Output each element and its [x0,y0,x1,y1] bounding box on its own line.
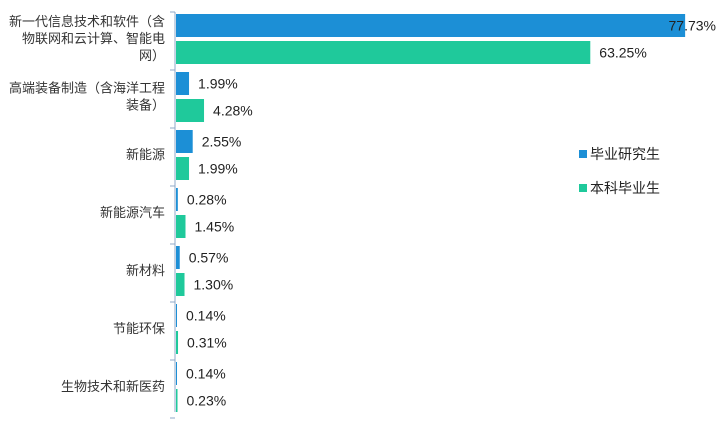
legend-swatch [579,184,587,192]
bar-graduate [176,188,178,211]
category-label: 生物技术和新医药 [61,379,165,395]
bar-undergraduate [176,331,179,354]
category-axis [170,11,176,419]
category-label: 新能源汽车 [100,205,165,221]
data-label: 1.99% [198,161,238,177]
bar-undergraduate [176,41,591,64]
data-label: 1.30% [194,277,234,293]
data-label: 0.14% [186,366,226,382]
bars [176,14,686,412]
bar-undergraduate [176,99,205,122]
bar-graduate [176,362,177,385]
bar-graduate [176,14,686,37]
category-label: 新一代信息技术和软件（含物联网和云计算、智能电网） [9,14,165,64]
legend-label: 毕业研究生 [590,147,660,163]
bar-undergraduate [176,273,185,296]
data-label: 0.14% [186,308,226,324]
legend-swatch [579,150,587,158]
category-label: 新能源 [126,147,165,163]
category-label: 新材料 [126,263,165,279]
data-label: 1.45% [194,219,234,235]
data-label: 63.25% [599,45,646,61]
category-label: 节能环保 [113,322,165,337]
data-label: 0.23% [187,393,227,409]
data-label: 2.55% [202,134,242,150]
bar-graduate [176,72,190,95]
bar-graduate [176,130,193,153]
legend-label: 本科毕业生 [590,181,660,197]
category-label: 高端装备制造（含海洋工程装备） [9,81,165,114]
data-label: 77.73% [669,18,716,34]
data-label: 0.28% [187,192,227,208]
data-label: 0.57% [189,250,229,266]
bar-undergraduate [176,157,190,180]
data-label: 0.31% [187,335,227,351]
category-labels: 新一代信息技术和软件（含物联网和云计算、智能电网） 高端装备制造（含海洋工程装备）… [9,14,165,395]
bar-graduate [176,304,177,327]
data-label: 1.99% [198,76,238,92]
bar-undergraduate [176,215,186,238]
value-labels: 77.73% 63.25% 1.99% 4.28% 2.55% 1.99% 0.28% 1.4… [186,18,716,409]
bar-undergraduate [176,389,178,412]
bar-graduate [176,246,180,269]
data-label: 4.28% [213,103,253,119]
